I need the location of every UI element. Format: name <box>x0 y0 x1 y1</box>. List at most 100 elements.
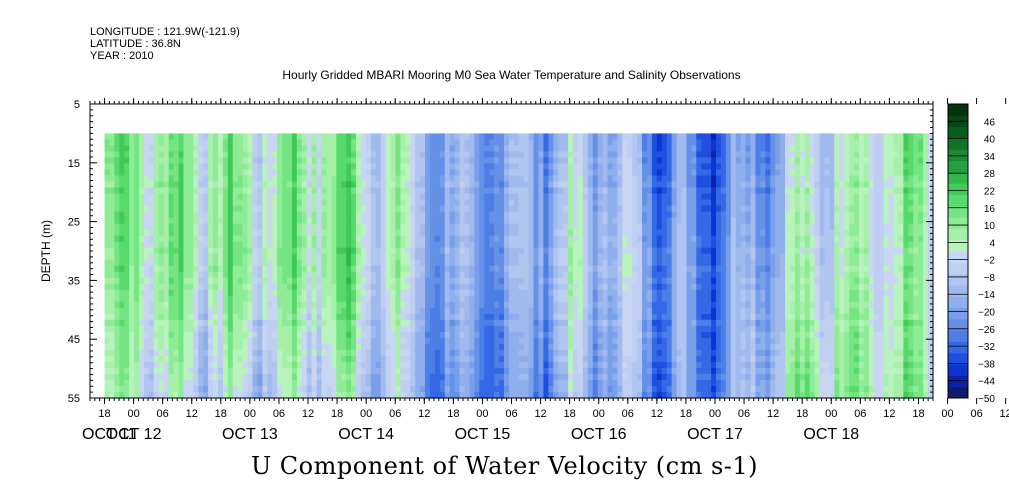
heatmap-cell <box>148 139 155 147</box>
heatmap-cell <box>528 295 535 303</box>
heatmap-cell <box>198 211 204 219</box>
heatmap-cell <box>365 187 372 195</box>
heatmap-cell <box>173 205 180 213</box>
heatmap-cell <box>291 355 298 363</box>
heatmap-cell <box>656 211 663 219</box>
heatmap-cell <box>430 211 436 219</box>
heatmap-cell <box>375 367 382 375</box>
heatmap-cell <box>464 295 471 303</box>
heatmap-cell <box>484 181 490 189</box>
heatmap-cell <box>193 151 199 159</box>
heatmap-cell <box>434 331 441 339</box>
heatmap-cell <box>385 313 392 321</box>
heatmap-cell <box>642 151 648 159</box>
heatmap-cell <box>252 325 258 333</box>
heatmap-cell <box>153 301 160 309</box>
heatmap-cell <box>494 337 500 345</box>
heatmap-cell <box>341 325 347 333</box>
heatmap-cell <box>262 253 268 261</box>
heatmap-cell <box>518 223 525 231</box>
heatmap-cell <box>558 385 564 393</box>
heatmap-cell <box>449 193 456 201</box>
heatmap-cell <box>558 145 564 153</box>
heatmap-cell <box>592 175 599 183</box>
heatmap-cell <box>602 265 609 273</box>
heatmap-cell <box>124 277 130 285</box>
year-label: YEAR : 2010 <box>90 50 154 62</box>
heatmap-cell <box>198 277 204 285</box>
heatmap-cell <box>568 277 574 285</box>
heatmap-cell <box>642 217 648 225</box>
heatmap-cell <box>227 277 234 285</box>
heatmap-cell <box>267 325 273 333</box>
heatmap-cell <box>464 163 471 171</box>
heatmap-cell <box>400 217 406 225</box>
heatmap-cell <box>454 337 461 345</box>
heatmap-cell <box>247 385 254 393</box>
heatmap-cell <box>232 391 239 399</box>
heatmap-cell <box>410 265 416 273</box>
heatmap-cell <box>400 301 406 309</box>
heatmap-cell <box>390 283 397 291</box>
heatmap-cell <box>582 253 589 261</box>
heatmap-cell <box>158 283 165 291</box>
heatmap-cell <box>203 247 209 255</box>
heatmap-cell <box>528 271 535 279</box>
heatmap-cell <box>163 301 170 309</box>
heatmap-cell <box>513 211 520 219</box>
heatmap-cell <box>365 151 372 159</box>
heatmap-cell <box>341 355 347 363</box>
heatmap-cell <box>464 235 471 243</box>
heatmap-cell <box>568 337 574 345</box>
heatmap-cell <box>380 271 387 279</box>
heatmap-cell <box>637 325 643 333</box>
heatmap-cell <box>188 139 194 147</box>
heatmap-cell <box>518 253 525 261</box>
heatmap-cell <box>375 289 382 297</box>
heatmap-cell <box>316 313 323 321</box>
heatmap-cell <box>420 277 426 285</box>
heatmap-cell <box>301 283 308 291</box>
heatmap-cell <box>326 307 332 315</box>
heatmap-cell <box>627 289 633 297</box>
heatmap-cell <box>434 301 441 309</box>
heatmap-cell <box>523 337 530 345</box>
heatmap-cell <box>484 211 490 219</box>
heatmap-cell <box>252 175 258 183</box>
heatmap-cell <box>203 193 209 201</box>
heatmap-cell <box>627 241 633 249</box>
heatmap-cell <box>597 247 604 255</box>
heatmap-cell <box>104 343 111 351</box>
heatmap-cell <box>430 175 436 183</box>
heatmap-cell <box>627 163 633 171</box>
heatmap-cell <box>484 199 490 207</box>
heatmap-cell <box>286 313 293 321</box>
heatmap-cell <box>316 217 323 225</box>
heatmap-cell <box>237 337 244 345</box>
heatmap-cell <box>247 265 254 273</box>
heatmap-cell <box>173 175 180 183</box>
heatmap-cell <box>573 337 579 345</box>
heatmap-cell <box>469 319 475 327</box>
heatmap-cell <box>464 391 471 399</box>
heatmap-cell <box>434 223 441 231</box>
heatmap-cell <box>528 277 535 285</box>
heatmap-cell <box>543 319 549 327</box>
heatmap-cell <box>410 229 416 237</box>
heatmap-cell <box>173 277 180 285</box>
heatmap-cell <box>405 217 411 225</box>
heatmap-cell <box>222 253 229 261</box>
heatmap-cell <box>597 181 604 189</box>
heatmap-cell <box>548 223 554 231</box>
heatmap-cell <box>119 289 125 297</box>
heatmap-cell <box>291 157 298 165</box>
heatmap-cell <box>523 343 530 351</box>
heatmap-cell <box>484 385 490 393</box>
heatmap-cell <box>518 151 525 159</box>
heatmap-cell <box>104 259 111 267</box>
heatmap-cell <box>405 253 411 261</box>
heatmap-cell <box>375 283 382 291</box>
heatmap-cell <box>528 379 535 387</box>
heatmap-cell <box>646 199 653 207</box>
heatmap-cell <box>508 265 515 273</box>
